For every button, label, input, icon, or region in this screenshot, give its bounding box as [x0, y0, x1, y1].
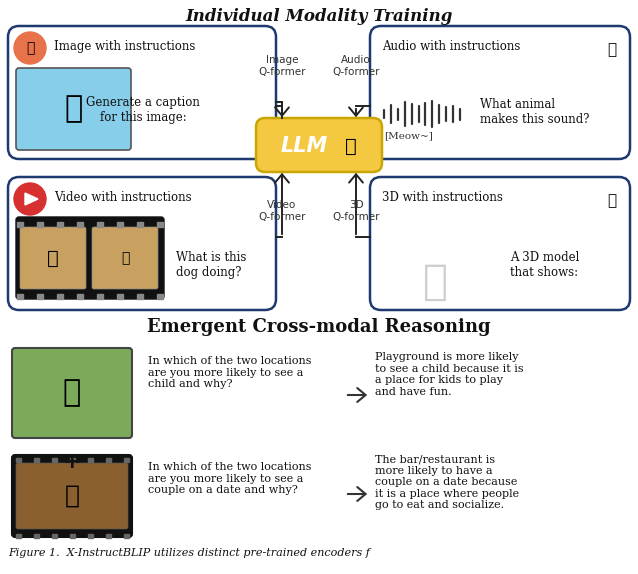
FancyBboxPatch shape	[16, 463, 128, 529]
Text: 🔷: 🔷	[607, 193, 616, 208]
Bar	[34, 458, 38, 462]
Text: 🍻: 🍻	[64, 484, 80, 508]
Bar	[15, 458, 20, 462]
Bar	[15, 534, 20, 538]
Bar	[124, 534, 128, 538]
Bar	[87, 458, 93, 462]
Text: Figure 1.  X-InstructBLIP utilizes distinct pre-trained encoders f: Figure 1. X-InstructBLIP utilizes distin…	[8, 548, 370, 558]
FancyBboxPatch shape	[12, 455, 132, 537]
Text: What animal
makes this sound?: What animal makes this sound?	[480, 98, 590, 126]
Bar	[37, 294, 43, 299]
Text: In which of the two locations
are you more likely to see a
couple on a date and : In which of the two locations are you mo…	[148, 462, 311, 495]
Text: +: +	[63, 452, 81, 472]
Text: Image
Q-former: Image Q-former	[258, 55, 306, 76]
Circle shape	[14, 32, 46, 64]
Bar	[77, 222, 83, 227]
Text: In which of the two locations
are you more likely to see a
child and why?: In which of the two locations are you mo…	[148, 356, 311, 389]
Text: Image with instructions: Image with instructions	[54, 40, 195, 53]
Bar	[124, 458, 128, 462]
Bar	[70, 534, 75, 538]
Text: The bar/restaurant is
more likely to have a
couple on a date because
it is a pla: The bar/restaurant is more likely to hav…	[375, 454, 519, 510]
FancyBboxPatch shape	[8, 26, 276, 159]
Bar	[52, 458, 57, 462]
Text: [Meow~]: [Meow~]	[384, 131, 433, 140]
FancyBboxPatch shape	[16, 68, 131, 150]
Bar	[77, 294, 83, 299]
FancyBboxPatch shape	[370, 177, 630, 310]
Bar	[17, 222, 23, 227]
Bar	[52, 534, 57, 538]
Text: 🐕: 🐕	[47, 249, 59, 267]
Text: 🚗: 🚗	[64, 95, 83, 123]
Bar	[137, 294, 143, 299]
Text: 3D
Q-former: 3D Q-former	[332, 200, 380, 222]
Circle shape	[14, 183, 46, 215]
Text: A 3D model
that shows:: A 3D model that shows:	[510, 251, 579, 279]
Text: LLM: LLM	[280, 136, 327, 156]
Text: Audio
Q-former: Audio Q-former	[332, 55, 380, 76]
Text: Audio with instructions: Audio with instructions	[382, 40, 521, 53]
Text: Playground is more likely
to see a child because it is
a place for kids to play
: Playground is more likely to see a child…	[375, 352, 524, 397]
Bar	[97, 222, 103, 227]
Bar	[17, 294, 23, 299]
Text: Generate a caption
for this image:: Generate a caption for this image:	[86, 96, 200, 124]
Text: What is this
dog doing?: What is this dog doing?	[176, 251, 246, 279]
Text: 🐕: 🐕	[121, 251, 129, 265]
FancyBboxPatch shape	[370, 26, 630, 159]
Bar	[57, 294, 63, 299]
FancyBboxPatch shape	[20, 227, 86, 289]
Bar	[117, 294, 123, 299]
FancyBboxPatch shape	[12, 348, 132, 438]
Text: 🔊: 🔊	[607, 42, 616, 57]
Bar	[157, 294, 163, 299]
Bar	[97, 294, 103, 299]
Bar	[57, 222, 63, 227]
Text: Individual Modality Training: Individual Modality Training	[185, 8, 453, 25]
Text: 🌄: 🌄	[26, 41, 34, 55]
Text: 🧠: 🧠	[345, 137, 357, 156]
Bar	[37, 222, 43, 227]
Bar	[105, 458, 110, 462]
Bar	[117, 222, 123, 227]
Text: Emergent Cross-modal Reasoning: Emergent Cross-modal Reasoning	[147, 318, 491, 336]
Bar	[157, 222, 163, 227]
Text: 🐢: 🐢	[422, 261, 447, 303]
Text: 🛝: 🛝	[63, 378, 81, 408]
FancyBboxPatch shape	[256, 118, 382, 172]
Bar	[105, 534, 110, 538]
Bar	[70, 458, 75, 462]
Bar	[87, 534, 93, 538]
Text: Video with instructions: Video with instructions	[54, 191, 191, 204]
Bar	[34, 534, 38, 538]
Polygon shape	[25, 193, 38, 205]
FancyBboxPatch shape	[16, 217, 164, 299]
Bar	[137, 222, 143, 227]
Text: Video
Q-former: Video Q-former	[258, 200, 306, 222]
FancyBboxPatch shape	[92, 227, 158, 289]
Text: 3D with instructions: 3D with instructions	[382, 191, 503, 204]
FancyBboxPatch shape	[8, 177, 276, 310]
